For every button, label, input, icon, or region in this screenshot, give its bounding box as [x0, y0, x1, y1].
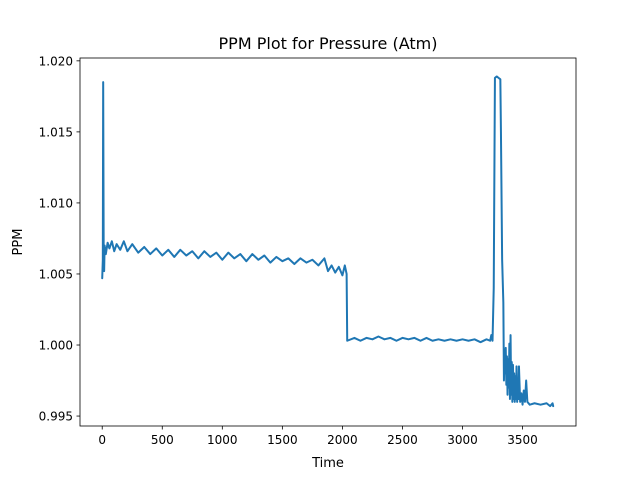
y-tick-label: 1.000	[39, 339, 73, 353]
y-tick-label: 1.005	[39, 267, 73, 281]
x-tick-label: 2000	[327, 433, 358, 447]
y-tick-label: 1.010	[39, 196, 73, 210]
chart-title: PPM Plot for Pressure (Atm)	[219, 34, 438, 53]
x-tick-label: 2500	[387, 433, 418, 447]
x-tick-label: 1000	[207, 433, 238, 447]
x-axis: 0 500 1000 1500 2000 2500 3000 3500	[98, 426, 538, 447]
x-tick-label: 0	[98, 433, 106, 447]
y-tick-label: 1.015	[39, 125, 73, 139]
y-tick-label: 0.995	[39, 410, 73, 424]
x-tick-label: 3000	[447, 433, 478, 447]
y-axis-label: PPM	[11, 229, 26, 256]
x-tick-label: 3500	[507, 433, 538, 447]
y-tick-label: 1.020	[39, 54, 73, 68]
series-layer	[101, 75, 555, 408]
x-tick-label: 500	[151, 433, 174, 447]
plot-frame	[79, 57, 577, 427]
series-line-1	[101, 75, 555, 408]
y-axis: 0.995 1.000 1.005 1.010 1.015 1.020	[39, 54, 80, 424]
x-axis-label: Time	[311, 456, 344, 471]
x-tick-label: 1500	[267, 433, 298, 447]
